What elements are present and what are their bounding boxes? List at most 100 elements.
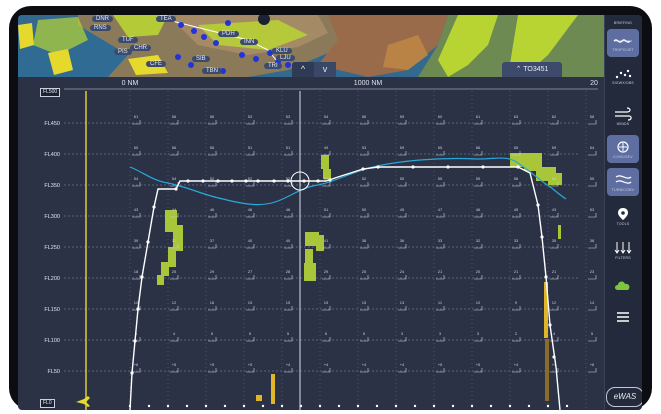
route-waypoint[interactable] <box>361 167 365 171</box>
sidebar-item-filters[interactable]: FILTERS <box>607 236 639 264</box>
route-waypoint[interactable] <box>136 307 140 311</box>
snowflake-icon <box>617 140 629 153</box>
temperature-label: 49 <box>324 145 329 150</box>
temperature-label: 47 <box>438 207 443 212</box>
route-waypoint[interactable] <box>133 339 137 343</box>
wind-barb <box>246 213 255 218</box>
temperature-label: 4 <box>553 331 556 336</box>
wind-barb <box>474 213 483 218</box>
temperature-label: 18 <box>134 269 139 274</box>
sidebar-item-briefing[interactable]: BRIEFING <box>607 17 639 27</box>
route-waypoint[interactable] <box>130 371 134 375</box>
wind-barb <box>170 337 179 342</box>
route-waypoint[interactable] <box>256 179 260 183</box>
route-waypoint[interactable] <box>446 165 450 169</box>
temperature-label: 4 <box>173 331 176 336</box>
ground-waypoint <box>337 404 341 408</box>
sidebar-label: TOOLS <box>616 221 630 226</box>
route-waypoint[interactable] <box>244 179 248 183</box>
temperature-label: 45 <box>514 207 519 212</box>
wind-barb <box>550 275 559 280</box>
temperature-label: 33 <box>514 238 519 243</box>
wind-barb <box>170 120 179 125</box>
route-waypoint[interactable] <box>230 179 234 183</box>
icing-area <box>271 374 275 404</box>
route-waypoint[interactable] <box>286 179 290 183</box>
place-label[interactable]: CFE <box>146 61 166 67</box>
temperature-label: +4 <box>324 362 329 367</box>
place-label[interactable]: LJU <box>276 55 295 61</box>
place-label[interactable]: TRI <box>264 63 282 69</box>
place-label[interactable]: SIB <box>192 56 210 62</box>
route-waypoint[interactable] <box>316 179 320 183</box>
temperature-label: 15 <box>286 300 291 305</box>
ground-waypoint <box>565 404 569 408</box>
flight-chip[interactable]: ⌃ TO3451 <box>502 62 562 77</box>
route-waypoint[interactable] <box>201 179 205 183</box>
flight-route[interactable] <box>129 166 561 410</box>
turbulence-area <box>304 263 316 281</box>
temperature-label: 55 <box>590 176 595 181</box>
route-waypoint[interactable] <box>376 165 380 169</box>
place-label[interactable]: RNS <box>90 25 111 31</box>
route-map[interactable]: DNR RNS TUF CHR PIS CFE PDH INN KLU LJU … <box>18 15 604 77</box>
menu-button[interactable] <box>607 303 639 331</box>
place-label[interactable]: PDH <box>218 31 239 37</box>
temperature-label: +4 <box>514 362 519 367</box>
turbulence-area <box>510 153 524 167</box>
wind-barb <box>588 244 597 249</box>
temperature-label: 52 <box>210 176 215 181</box>
crosshair-icon <box>294 175 306 187</box>
route-waypoint[interactable] <box>328 178 332 182</box>
cursor-ring[interactable] <box>290 171 310 191</box>
sidebar-item-turbulence[interactable]: TURB/CONV <box>607 168 639 196</box>
sidebar-item-icing[interactable]: ICING/SEV <box>607 135 639 163</box>
temperature-label: 52 <box>362 176 367 181</box>
route-waypoint[interactable] <box>272 179 276 183</box>
temperature-label: 46 <box>476 207 481 212</box>
route-waypoint[interactable] <box>481 165 485 169</box>
sidebar-label: SIGWX/OBS <box>612 80 634 85</box>
route-waypoint[interactable] <box>411 165 415 169</box>
wind-barb <box>322 182 331 187</box>
sidebar-item-weather[interactable] <box>607 271 639 299</box>
place-label[interactable]: TBN <box>202 68 222 74</box>
route-waypoint[interactable] <box>216 179 220 183</box>
temperature-label: 52 <box>248 176 253 181</box>
temperature-label: +5 <box>248 362 253 367</box>
wind-barb <box>360 368 369 373</box>
place-label[interactable]: KLU <box>272 48 292 54</box>
turbulence-icon <box>615 174 632 184</box>
route-waypoint[interactable] <box>516 165 520 169</box>
route-waypoint[interactable] <box>152 205 156 209</box>
expand-map-button[interactable]: v <box>314 62 336 77</box>
sidebar-item-significant[interactable]: SIGWX/OBS <box>607 62 639 90</box>
vertical-profile[interactable]: 0 NM 1000 NM 20 FL450 FL400 FL350 FL300 FL250 FL… <box>18 77 604 410</box>
route-waypoint[interactable] <box>540 235 544 239</box>
wind-barb <box>360 244 369 249</box>
route-waypoint[interactable] <box>552 355 556 359</box>
route-waypoint[interactable] <box>186 179 190 183</box>
wind-barb <box>512 337 521 342</box>
place-label[interactable]: TUF <box>118 37 138 43</box>
route-waypoint[interactable] <box>140 275 144 279</box>
route-waypoint[interactable] <box>548 323 552 327</box>
route-waypoint[interactable] <box>544 275 548 279</box>
wind-barb <box>208 120 217 125</box>
route-waypoint[interactable] <box>536 203 540 207</box>
temperature-label: 25 <box>172 269 177 274</box>
route-waypoint[interactable] <box>174 187 178 191</box>
sidebar-item-winds[interactable]: WINDS <box>607 102 639 130</box>
wind-barb <box>436 244 445 249</box>
place-label[interactable]: CHR <box>130 45 151 51</box>
place-label[interactable]: PIS <box>114 49 132 55</box>
sidebar-item-tropo[interactable]: TROPO/JET <box>607 29 639 57</box>
temperature-label: 13 <box>400 300 405 305</box>
sidebar-item-tools[interactable]: TOOLS <box>607 202 639 230</box>
collapse-map-button[interactable]: ^ <box>300 64 306 74</box>
place-label[interactable]: DNR <box>92 16 113 22</box>
place-label[interactable]: TEA <box>156 16 176 22</box>
temperature-label: 55 <box>476 176 481 181</box>
place-label[interactable]: INN <box>240 39 259 45</box>
route-waypoint[interactable] <box>146 240 150 244</box>
